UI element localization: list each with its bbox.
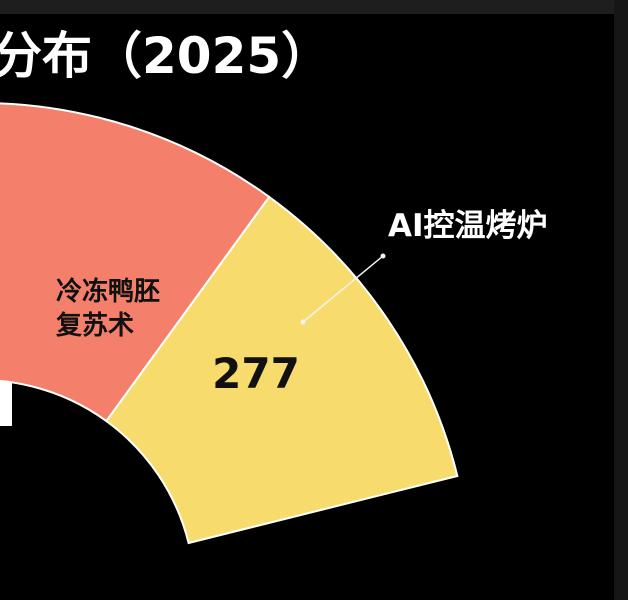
- slice-2-leader-dot-start: [300, 319, 306, 325]
- slice-2-leader-dot-end: [380, 253, 386, 259]
- slice-2-value-label: 277: [212, 349, 300, 398]
- window-right-border: [614, 0, 628, 600]
- window-top-border: [0, 0, 628, 14]
- slice-2-outside-label: AI控温烤炉: [388, 208, 548, 244]
- donut-slice-3: [104, 195, 459, 545]
- slice-2-leader-line: [302, 255, 384, 323]
- donut-slice-2: [0, 102, 271, 423]
- slice-1-label: 冷冻鸭胚复苏术: [56, 276, 160, 341]
- chart-title: 分布（2025）: [0, 27, 332, 85]
